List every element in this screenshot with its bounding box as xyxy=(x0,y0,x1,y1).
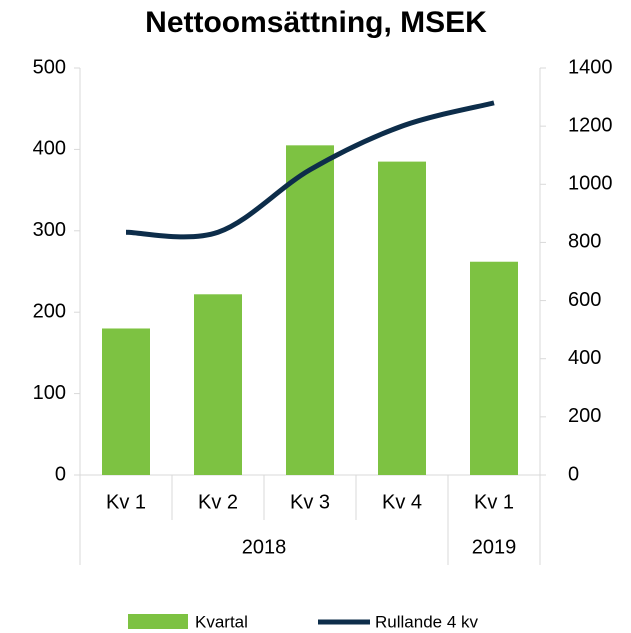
y2-tick-label: 0 xyxy=(568,463,579,485)
y-tick-label: 0 xyxy=(55,463,66,485)
x-tick-label: Kv 3 xyxy=(290,491,330,513)
y-tick-label: 500 xyxy=(33,56,66,78)
bar xyxy=(194,294,242,475)
legend-swatch xyxy=(128,614,188,629)
bar xyxy=(286,145,334,475)
x-group-label: 2019 xyxy=(472,536,517,558)
bar xyxy=(102,328,150,475)
chart-title: Nettoomsättning, MSEK xyxy=(145,6,487,39)
y2-tick-label: 1400 xyxy=(568,56,613,78)
y-tick-label: 300 xyxy=(33,219,66,241)
y2-tick-label: 600 xyxy=(568,289,601,311)
line xyxy=(125,100,495,240)
x-tick-label: Kv 1 xyxy=(106,491,146,513)
legend-label: Rullande 4 kv xyxy=(375,612,479,631)
y-tick-label: 100 xyxy=(33,382,66,404)
y2-tick-label: 1200 xyxy=(568,114,613,136)
y-tick-label: 200 xyxy=(33,300,66,322)
legend-label: Kvartal xyxy=(195,612,248,631)
bar xyxy=(470,261,518,475)
x-group-label: 2018 xyxy=(242,536,287,558)
bar xyxy=(378,161,426,476)
y2-tick-label: 400 xyxy=(568,347,601,369)
x-tick-label: Kv 1 xyxy=(474,491,514,513)
y2-tick-label: 1000 xyxy=(568,173,613,195)
x-tick-label: Kv 2 xyxy=(198,491,238,513)
y2-tick-label: 800 xyxy=(568,231,601,253)
x-tick-label: Kv 4 xyxy=(382,491,422,513)
y2-tick-label: 200 xyxy=(568,405,601,427)
y-tick-label: 400 xyxy=(33,138,66,160)
